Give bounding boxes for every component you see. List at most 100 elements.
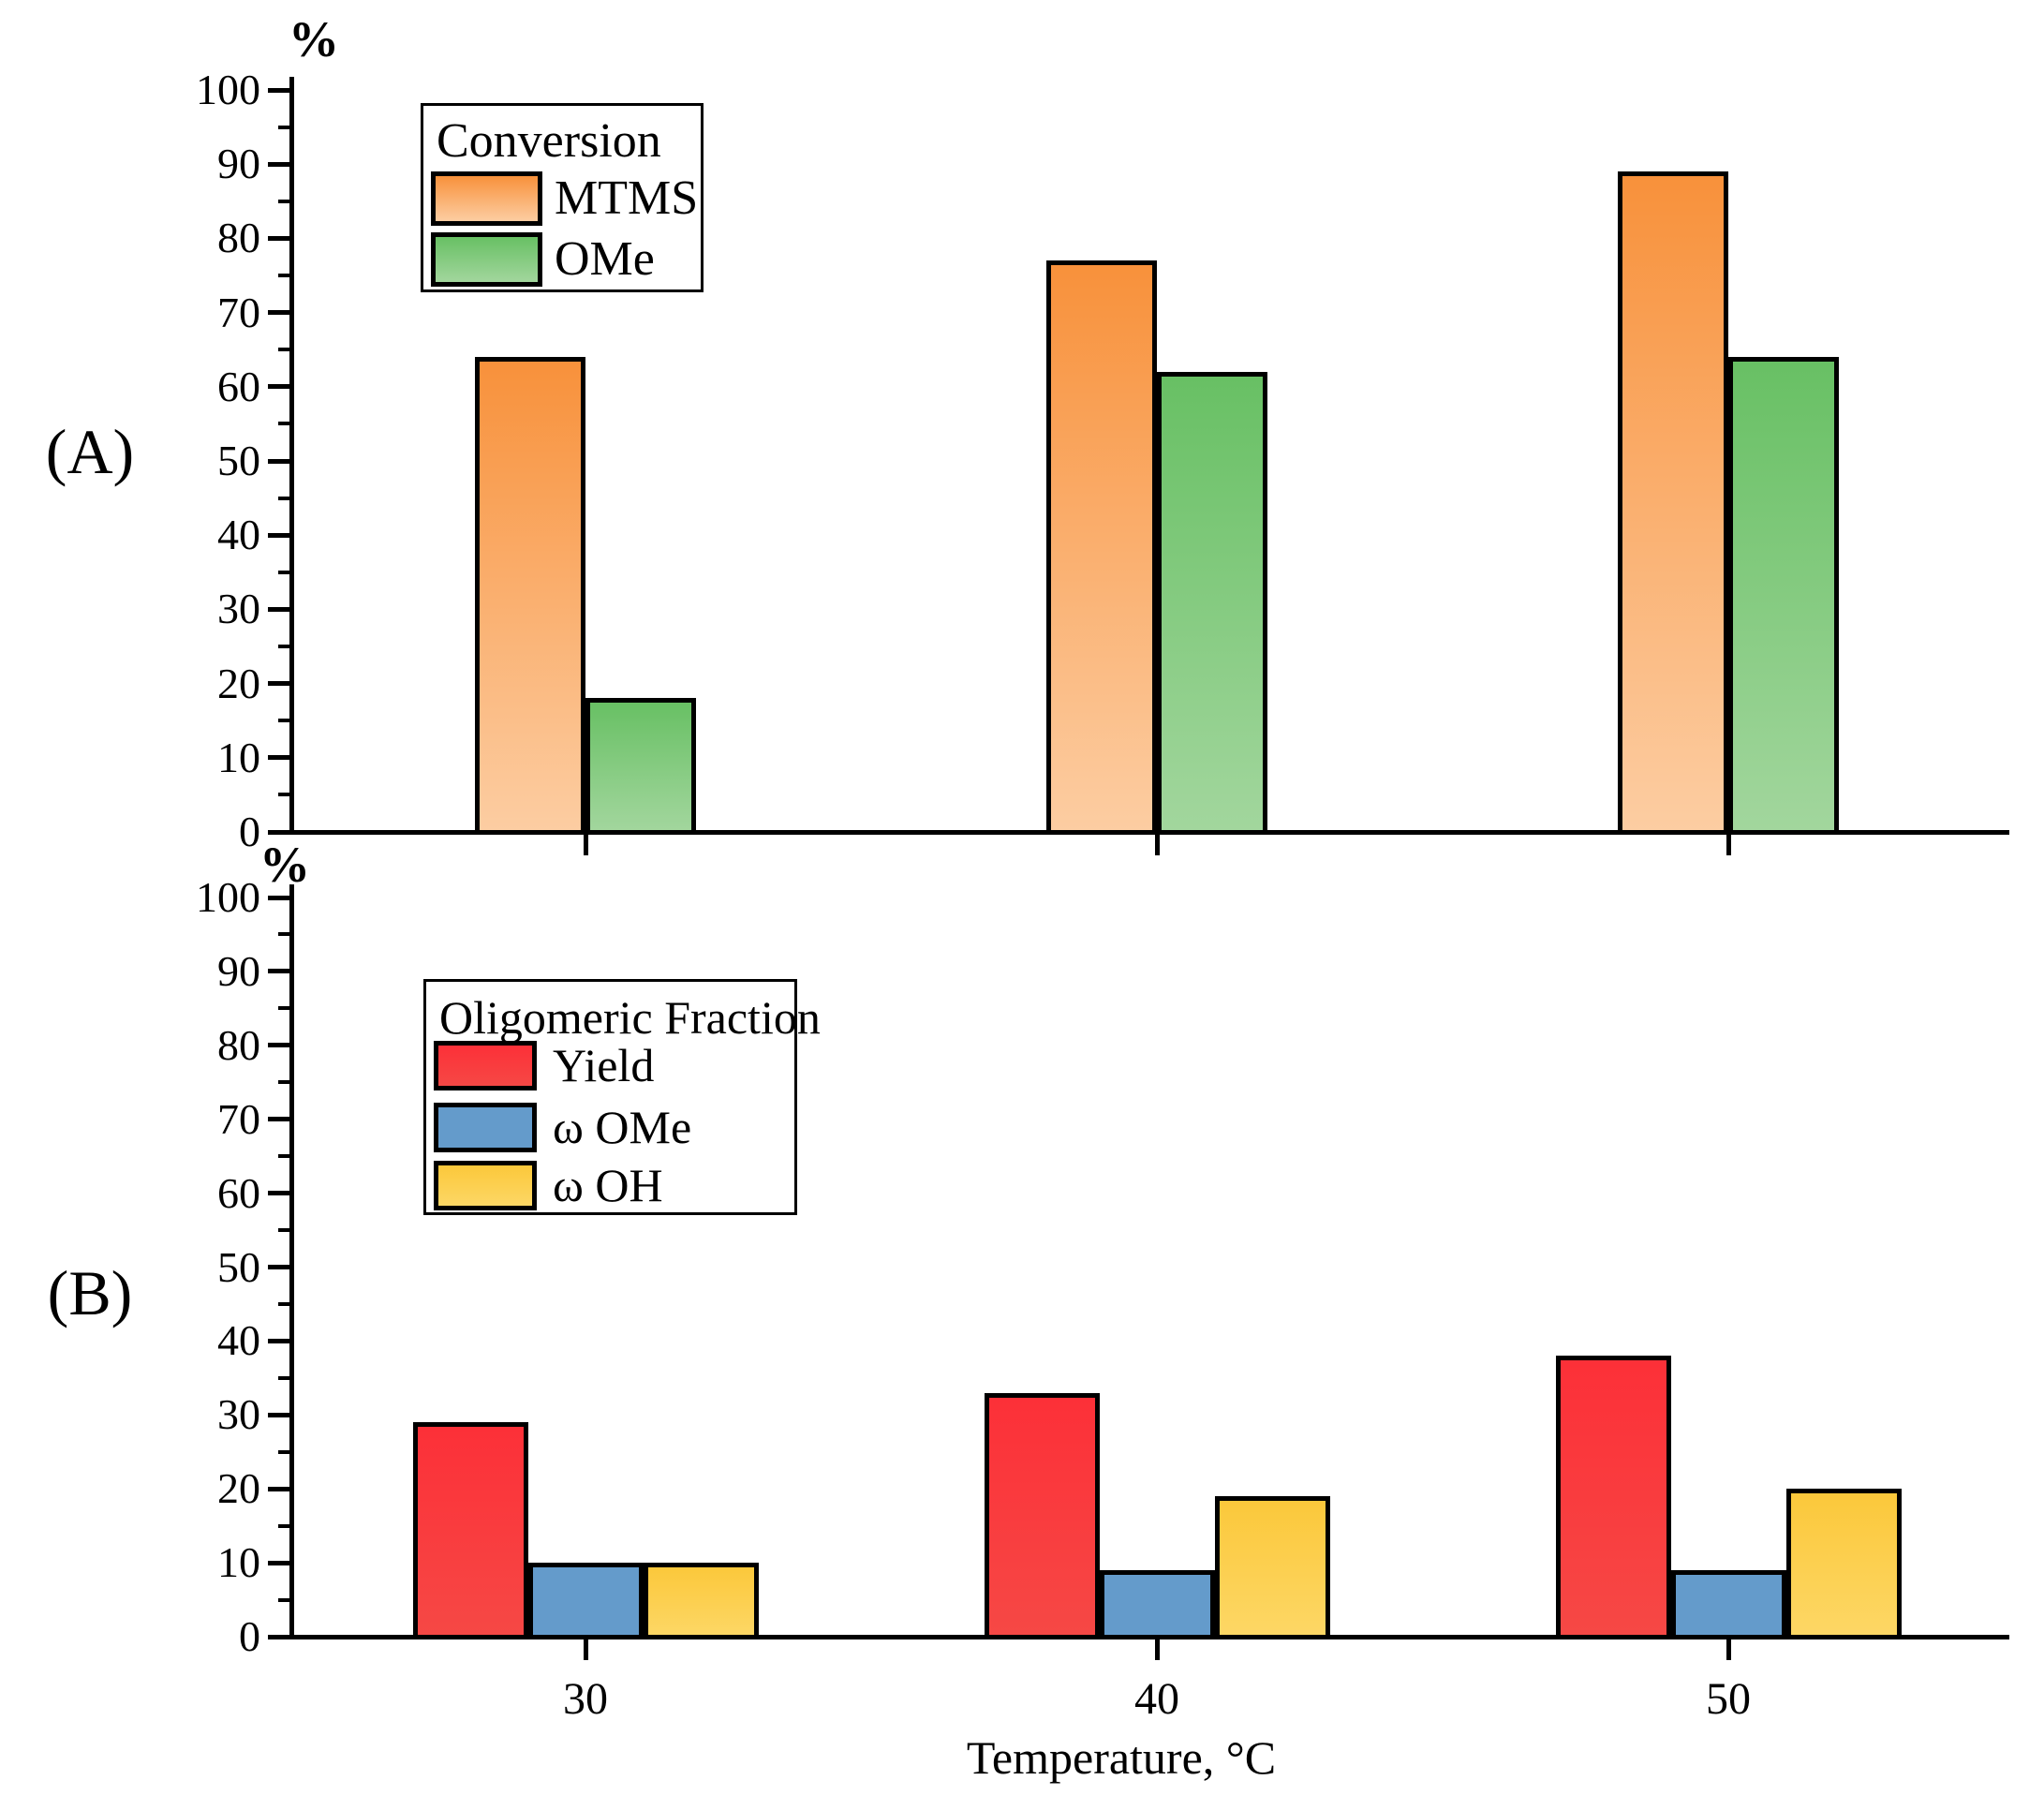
x-category-label: 30 (563, 1674, 608, 1724)
legend-label-mtms: MTMS (555, 171, 699, 225)
bar-b-3-3 (1785, 1489, 1902, 1639)
y-minor-tick (278, 932, 292, 937)
y-major-tick (268, 310, 292, 316)
bar-a-1-1 (475, 357, 585, 835)
legend-label-omega-ome: ω OMe (553, 1101, 692, 1153)
bar-b-3-1 (643, 1563, 759, 1639)
y-tick-label: 30 (217, 585, 260, 633)
legend-label-omega-oh: ω OH (553, 1159, 663, 1211)
legend-swatch-yield (434, 1041, 537, 1090)
y-minor-tick (278, 348, 292, 352)
legend-swatch-omega-oh (434, 1161, 537, 1210)
y-major-tick (268, 1191, 292, 1196)
y-major-tick (268, 895, 292, 900)
x-category-label: 40 (1134, 1674, 1179, 1724)
y-major-tick (268, 1634, 292, 1639)
x-axis (289, 830, 2009, 835)
y-minor-tick (278, 1080, 292, 1085)
y-minor-tick (278, 1375, 292, 1380)
panel-a-y-unit-label: % (289, 11, 339, 67)
y-major-tick (268, 384, 292, 390)
y-axis (289, 77, 294, 835)
x-tick (1154, 835, 1160, 855)
bar-a-1-2 (1046, 260, 1157, 835)
bar-a-2-1 (585, 698, 696, 835)
y-major-tick (268, 1486, 292, 1491)
bar-b-1-3 (1555, 1356, 1671, 1639)
y-minor-tick (278, 1006, 292, 1011)
y-tick-label: 10 (217, 1538, 260, 1587)
panel-b-letter: (B) (47, 1257, 133, 1328)
legend-conversion-title: Conversion (437, 114, 661, 168)
y-minor-tick (278, 274, 292, 277)
x-axis-title: Temperature, °C (966, 1731, 1277, 1784)
y-major-tick (268, 1412, 292, 1417)
x-tick (583, 1639, 588, 1660)
legend-swatch-mtms (431, 171, 542, 226)
y-minor-tick (278, 1449, 292, 1454)
y-axis (289, 884, 294, 1639)
y-tick-label: 60 (217, 1168, 260, 1217)
y-minor-tick (278, 422, 292, 426)
y-tick-label: 70 (217, 288, 260, 336)
x-tick (1154, 1639, 1160, 1660)
y-minor-tick (278, 1154, 292, 1159)
x-tick (1726, 1639, 1731, 1660)
bar-a-2-2 (1157, 371, 1267, 835)
y-major-tick (268, 87, 292, 93)
y-tick-label: 100 (196, 66, 260, 113)
y-major-tick (268, 458, 292, 464)
panel-a-letter: (A) (45, 416, 135, 487)
bar-b-1-2 (984, 1392, 1100, 1639)
y-tick-label: 50 (217, 437, 260, 484)
y-major-tick (268, 1265, 292, 1269)
y-minor-tick (278, 719, 292, 723)
x-tick (1726, 835, 1731, 855)
bar-b-2-1 (527, 1563, 644, 1639)
y-major-tick (268, 1560, 292, 1565)
y-major-tick (268, 235, 292, 241)
y-major-tick (268, 606, 292, 612)
legend-conversion: Conversion MTMS OMe (421, 103, 704, 292)
bar-b-1-1 (412, 1422, 528, 1639)
bar-a-2-3 (1728, 357, 1839, 835)
legend-swatch-ome (431, 232, 542, 287)
legend-swatch-omega-ome (434, 1103, 537, 1152)
y-tick-label: 90 (217, 140, 260, 188)
y-minor-tick (278, 793, 292, 797)
x-tick (583, 835, 588, 855)
legend-oligomeric-title: Oligomeric Fraction (439, 991, 821, 1044)
y-tick-label: 20 (217, 659, 260, 707)
y-minor-tick (278, 1597, 292, 1602)
y-minor-tick (278, 1301, 292, 1306)
y-major-tick (268, 1338, 292, 1343)
y-minor-tick (278, 1228, 292, 1233)
bar-b-2-3 (1670, 1569, 1786, 1639)
y-tick-label: 60 (217, 362, 260, 410)
y-tick-label: 30 (217, 1390, 260, 1439)
bar-b-3-2 (1214, 1496, 1330, 1639)
y-tick-label: 40 (217, 1316, 260, 1365)
y-tick-label: 40 (217, 511, 260, 559)
y-tick-label: 20 (217, 1464, 260, 1513)
panel-b-y-unit-label: % (259, 837, 310, 893)
y-tick-label: 10 (217, 733, 260, 781)
y-minor-tick (278, 1523, 292, 1528)
y-minor-tick (278, 125, 292, 129)
x-category-label: 50 (1706, 1674, 1751, 1724)
y-major-tick (268, 969, 292, 974)
legend-oligomeric-fraction: Oligomeric Fraction Yield ω OMe ω OH (423, 979, 821, 1215)
bar-b-2-2 (1099, 1569, 1215, 1639)
y-minor-tick (278, 496, 292, 500)
y-tick-label: 80 (217, 214, 260, 262)
y-minor-tick (278, 570, 292, 574)
y-major-tick (268, 1117, 292, 1122)
bar-a-1-3 (1618, 171, 1728, 835)
y-tick-label: 50 (217, 1242, 260, 1291)
y-tick-label: 0 (239, 808, 260, 855)
y-tick-label: 100 (196, 873, 260, 921)
y-tick-label: 0 (239, 1612, 260, 1660)
y-major-tick (268, 532, 292, 538)
y-major-tick (268, 161, 292, 167)
y-minor-tick (278, 645, 292, 648)
